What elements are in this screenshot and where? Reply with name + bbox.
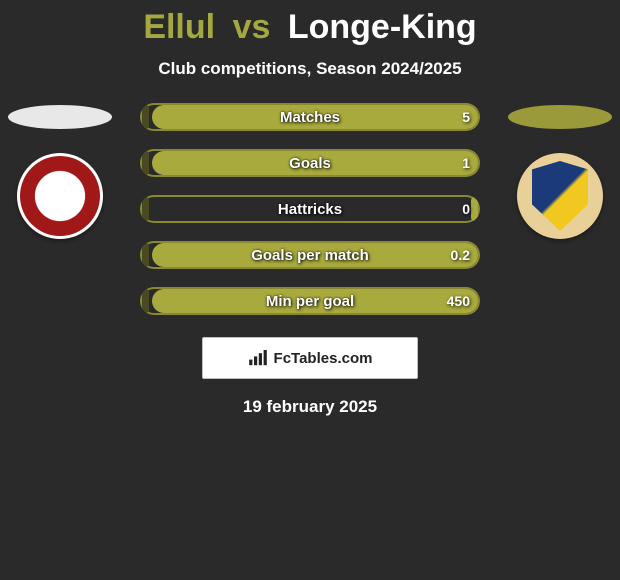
bar-row: Goals per match 0.2 xyxy=(140,241,480,269)
bar-label: Goals per match xyxy=(251,247,369,264)
bar-label: Hattricks xyxy=(278,201,342,218)
vs-text: vs xyxy=(233,8,271,46)
content: Matches 5 Goals 1 Hattricks 0 Goals per … xyxy=(0,103,620,417)
subtitle: Club competitions, Season 2024/2025 xyxy=(0,59,620,79)
bars-icon xyxy=(248,350,268,366)
player2-ellipse xyxy=(508,105,612,129)
player1-name: Ellul xyxy=(143,8,215,46)
bar-fill-left xyxy=(142,105,149,129)
player2-name: Longe-King xyxy=(288,8,477,46)
bar-row: Hattricks 0 xyxy=(140,195,480,223)
bar-fill-left xyxy=(142,197,149,221)
bar-value-right: 1 xyxy=(462,155,470,171)
bar-label: Min per goal xyxy=(266,293,354,310)
player1-club-badge xyxy=(17,153,103,239)
bar-value-right: 5 xyxy=(462,109,470,125)
bar-value-right: 450 xyxy=(447,293,470,309)
bar-label: Matches xyxy=(280,109,340,126)
right-column xyxy=(500,103,620,239)
left-column xyxy=(0,103,120,239)
logo-text: FcTables.com xyxy=(274,350,373,367)
comparison-bars: Matches 5 Goals 1 Hattricks 0 Goals per … xyxy=(140,103,480,315)
bar-value-right: 0.2 xyxy=(451,247,470,263)
player2-club-badge xyxy=(517,153,603,239)
date-text: 19 february 2025 xyxy=(0,397,620,417)
player1-ellipse xyxy=(8,105,112,129)
bar-row: Matches 5 xyxy=(140,103,480,131)
bar-row: Min per goal 450 xyxy=(140,287,480,315)
bar-row: Goals 1 xyxy=(140,149,480,177)
bar-fill-left xyxy=(142,289,149,313)
bar-fill-left xyxy=(142,243,149,267)
bar-fill-right xyxy=(471,197,478,221)
page-title: Ellul vs Longe-King xyxy=(0,0,620,47)
bar-label: Goals xyxy=(289,155,331,172)
bar-value-right: 0 xyxy=(462,201,470,217)
bar-fill-left xyxy=(142,151,149,175)
fctables-logo: FcTables.com xyxy=(202,337,418,379)
